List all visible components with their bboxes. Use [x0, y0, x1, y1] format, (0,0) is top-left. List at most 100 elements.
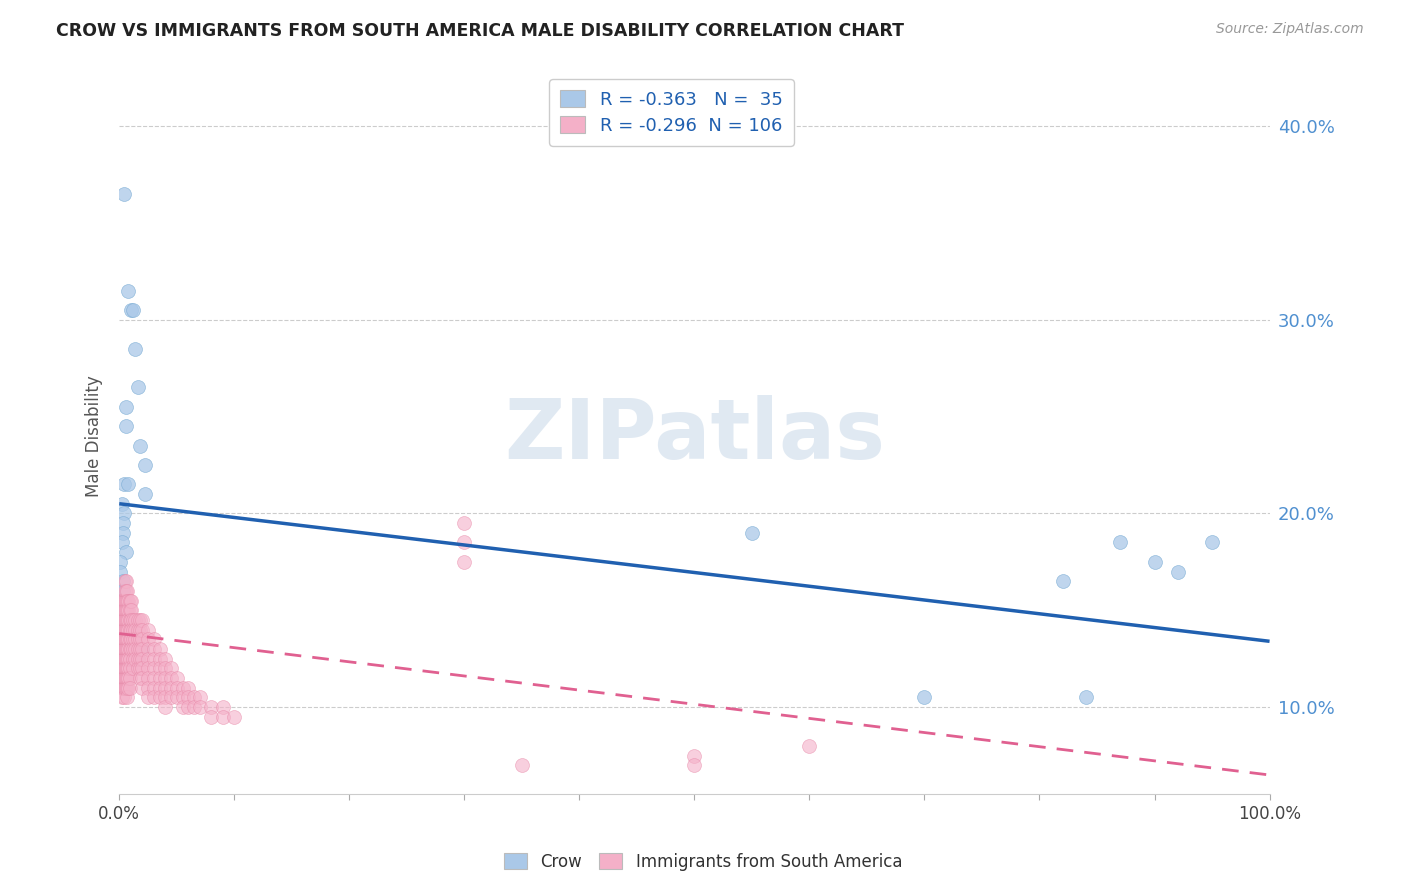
- Point: [129, 651, 152, 665]
- Point: [117, 690, 139, 705]
- Point: [110, 603, 132, 617]
- Point: [112, 623, 135, 637]
- Point: [111, 681, 134, 695]
- Point: [122, 651, 145, 665]
- Point: [117, 671, 139, 685]
- Point: [799, 739, 821, 753]
- Point: [117, 593, 139, 607]
- Point: [142, 671, 165, 685]
- Point: [172, 690, 194, 705]
- Point: [183, 700, 205, 714]
- Point: [177, 700, 200, 714]
- Point: [112, 603, 135, 617]
- Point: [136, 661, 159, 675]
- Point: [155, 690, 177, 705]
- Point: [118, 671, 141, 685]
- Point: [136, 632, 159, 647]
- Point: [122, 613, 145, 627]
- Point: [118, 642, 141, 657]
- Point: [160, 661, 183, 675]
- Point: [155, 671, 177, 685]
- Point: [122, 661, 145, 675]
- Point: [117, 477, 139, 491]
- Point: [110, 565, 132, 579]
- Point: [110, 651, 132, 665]
- Point: [117, 661, 139, 675]
- Point: [110, 671, 132, 685]
- Point: [117, 284, 139, 298]
- Point: [110, 535, 132, 549]
- Point: [115, 632, 138, 647]
- Point: [110, 555, 132, 569]
- Point: [115, 671, 138, 685]
- Point: [224, 710, 246, 724]
- Point: [142, 681, 165, 695]
- Point: [127, 623, 149, 637]
- Point: [110, 632, 132, 647]
- Point: [914, 690, 936, 705]
- Point: [115, 545, 138, 559]
- Point: [117, 651, 139, 665]
- Point: [110, 642, 132, 657]
- Point: [110, 613, 132, 627]
- Point: [115, 583, 138, 598]
- Point: [160, 681, 183, 695]
- Point: [131, 642, 153, 657]
- Point: [188, 690, 211, 705]
- Point: [111, 574, 134, 589]
- Point: [110, 681, 132, 695]
- Text: ZIPatlas: ZIPatlas: [503, 395, 884, 476]
- Point: [127, 632, 149, 647]
- Point: [136, 671, 159, 685]
- Point: [114, 593, 136, 607]
- Point: [117, 613, 139, 627]
- Point: [117, 671, 139, 685]
- Point: [112, 681, 135, 695]
- Point: [134, 458, 156, 472]
- Point: [177, 690, 200, 705]
- Point: [114, 651, 136, 665]
- Point: [117, 651, 139, 665]
- Point: [131, 642, 153, 657]
- Point: [115, 603, 138, 617]
- Point: [114, 583, 136, 598]
- Point: [117, 603, 139, 617]
- Point: [122, 632, 145, 647]
- Point: [117, 681, 139, 695]
- Point: [148, 671, 170, 685]
- Point: [115, 661, 138, 675]
- Legend: R = -0.363   N =  35, R = -0.296  N = 106: R = -0.363 N = 35, R = -0.296 N = 106: [550, 79, 793, 145]
- Point: [124, 632, 146, 647]
- Point: [127, 380, 149, 394]
- Point: [155, 681, 177, 695]
- Point: [122, 623, 145, 637]
- Point: [211, 700, 233, 714]
- Point: [131, 623, 153, 637]
- Point: [124, 642, 146, 657]
- Point: [120, 603, 142, 617]
- Point: [453, 555, 475, 569]
- Point: [117, 613, 139, 627]
- Point: [117, 632, 139, 647]
- Point: [131, 632, 153, 647]
- Point: [120, 593, 142, 607]
- Point: [148, 690, 170, 705]
- Point: [122, 632, 145, 647]
- Point: [117, 623, 139, 637]
- Point: [136, 642, 159, 657]
- Point: [110, 651, 132, 665]
- Point: [124, 623, 146, 637]
- Point: [117, 661, 139, 675]
- Point: [112, 690, 135, 705]
- Point: [683, 758, 706, 772]
- Point: [110, 690, 132, 705]
- Point: [110, 613, 132, 627]
- Point: [118, 661, 141, 675]
- Point: [118, 623, 141, 637]
- Point: [155, 651, 177, 665]
- Point: [129, 623, 152, 637]
- Point: [741, 525, 763, 540]
- Point: [115, 400, 138, 414]
- Point: [148, 642, 170, 657]
- Point: [111, 671, 134, 685]
